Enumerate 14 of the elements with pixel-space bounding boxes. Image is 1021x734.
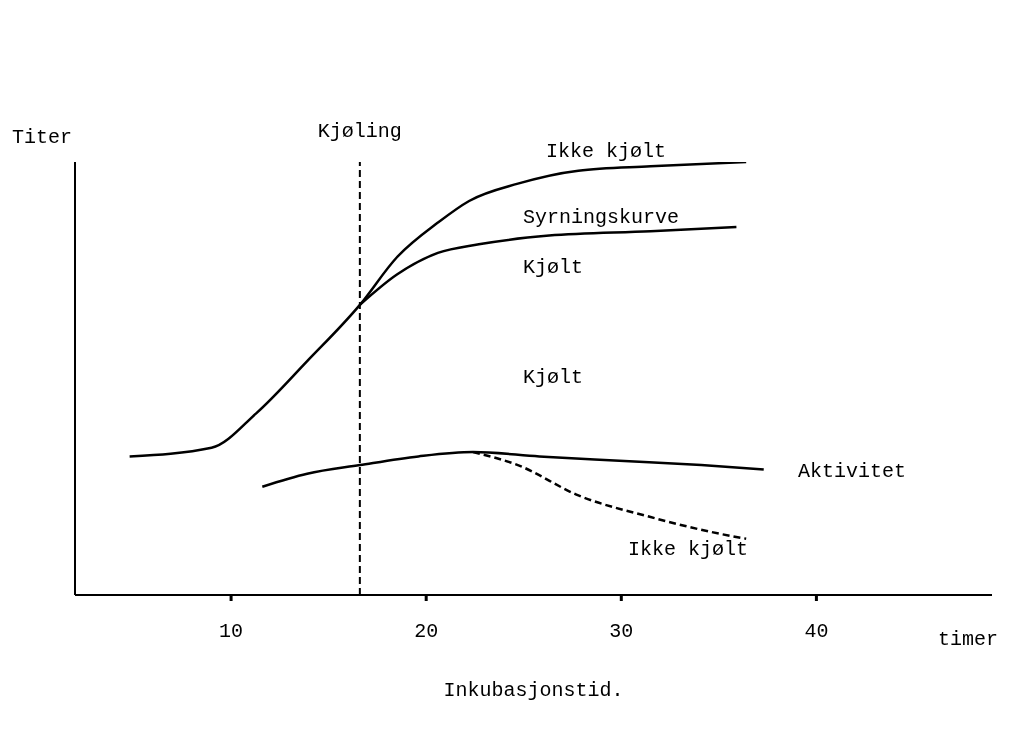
x-axis-title: Inkubasjonstid.: [443, 679, 624, 702]
annotation: Kjølt: [523, 366, 584, 389]
x-tick-label: 20: [414, 620, 439, 644]
annotation: Ikke kjølt: [546, 140, 667, 163]
x-tick-label: 40: [804, 620, 829, 644]
annotation: Syrningskurve: [523, 206, 680, 229]
text: timer: [938, 628, 999, 651]
x-tick-label: 10: [219, 620, 244, 644]
ref-line-label: Kjøling: [317, 120, 402, 143]
annotation: Aktivitet: [798, 460, 907, 483]
annotation: Ikke kjølt: [628, 538, 749, 561]
x-tick-label: 30: [609, 620, 634, 644]
annotation: Kjølt: [523, 256, 584, 279]
y-axis-title: Titer: [12, 126, 73, 149]
